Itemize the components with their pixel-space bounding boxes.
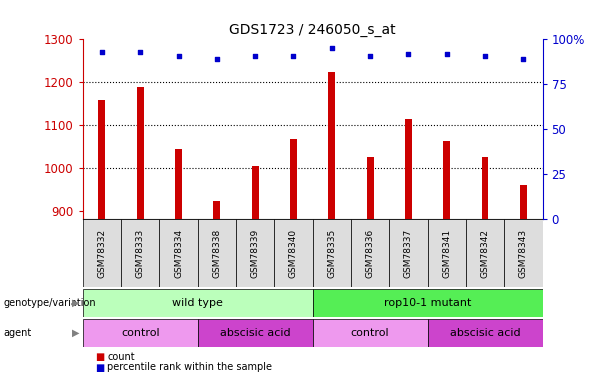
Bar bbox=[83, 319, 197, 347]
Text: agent: agent bbox=[3, 328, 31, 338]
Bar bbox=[313, 319, 428, 347]
Point bbox=[97, 49, 107, 55]
Bar bbox=[99, 100, 105, 219]
Point bbox=[480, 53, 490, 58]
Text: abscisic acid: abscisic acid bbox=[450, 328, 520, 338]
Bar bbox=[137, 87, 143, 219]
Bar bbox=[275, 219, 313, 287]
Bar bbox=[504, 219, 543, 287]
Text: GSM78339: GSM78339 bbox=[251, 228, 260, 278]
Bar bbox=[83, 289, 313, 317]
Text: ▶: ▶ bbox=[72, 298, 80, 308]
Bar bbox=[175, 148, 182, 219]
Bar bbox=[252, 166, 259, 219]
Point bbox=[327, 45, 337, 51]
Text: GSM78342: GSM78342 bbox=[481, 229, 490, 278]
Bar bbox=[236, 219, 275, 287]
Bar bbox=[313, 219, 351, 287]
Text: GSM78337: GSM78337 bbox=[404, 228, 413, 278]
Bar bbox=[121, 219, 159, 287]
Text: ▶: ▶ bbox=[72, 328, 80, 338]
Text: GSM78333: GSM78333 bbox=[135, 228, 145, 278]
Text: control: control bbox=[121, 328, 159, 338]
Bar bbox=[389, 219, 428, 287]
Bar bbox=[351, 219, 389, 287]
Point bbox=[365, 53, 375, 58]
Point bbox=[135, 49, 145, 55]
Bar bbox=[482, 157, 489, 219]
Bar bbox=[313, 289, 543, 317]
Text: GSM78340: GSM78340 bbox=[289, 228, 298, 278]
Bar bbox=[290, 139, 297, 219]
Point bbox=[442, 51, 452, 57]
Text: GSM78343: GSM78343 bbox=[519, 228, 528, 278]
Bar bbox=[197, 219, 236, 287]
Point bbox=[289, 53, 299, 58]
Point bbox=[173, 53, 183, 58]
Text: wild type: wild type bbox=[172, 298, 223, 308]
Text: GSM78334: GSM78334 bbox=[174, 228, 183, 278]
Text: count: count bbox=[107, 352, 135, 362]
Text: ■: ■ bbox=[95, 363, 104, 372]
Text: abscisic acid: abscisic acid bbox=[220, 328, 291, 338]
Text: GSM78335: GSM78335 bbox=[327, 228, 337, 278]
Bar bbox=[83, 219, 121, 287]
Text: GSM78341: GSM78341 bbox=[442, 228, 451, 278]
Bar bbox=[428, 319, 543, 347]
Bar bbox=[329, 72, 335, 219]
Text: control: control bbox=[351, 328, 389, 338]
Bar bbox=[443, 141, 450, 219]
Bar bbox=[466, 219, 504, 287]
Text: GSM78336: GSM78336 bbox=[365, 228, 375, 278]
Bar bbox=[159, 219, 197, 287]
Text: rop10-1 mutant: rop10-1 mutant bbox=[384, 298, 471, 308]
Point bbox=[250, 53, 260, 58]
Text: percentile rank within the sample: percentile rank within the sample bbox=[107, 363, 272, 372]
Bar bbox=[213, 201, 220, 219]
Text: genotype/variation: genotype/variation bbox=[3, 298, 96, 308]
Point bbox=[519, 56, 528, 62]
Bar bbox=[428, 219, 466, 287]
Text: ■: ■ bbox=[95, 352, 104, 362]
Title: GDS1723 / 246050_s_at: GDS1723 / 246050_s_at bbox=[229, 23, 396, 37]
Text: GSM78338: GSM78338 bbox=[212, 228, 221, 278]
Bar bbox=[197, 319, 313, 347]
Point bbox=[212, 56, 222, 62]
Bar bbox=[405, 118, 412, 219]
Bar bbox=[367, 157, 373, 219]
Point bbox=[403, 51, 413, 57]
Bar bbox=[520, 185, 527, 219]
Text: GSM78332: GSM78332 bbox=[97, 228, 107, 278]
